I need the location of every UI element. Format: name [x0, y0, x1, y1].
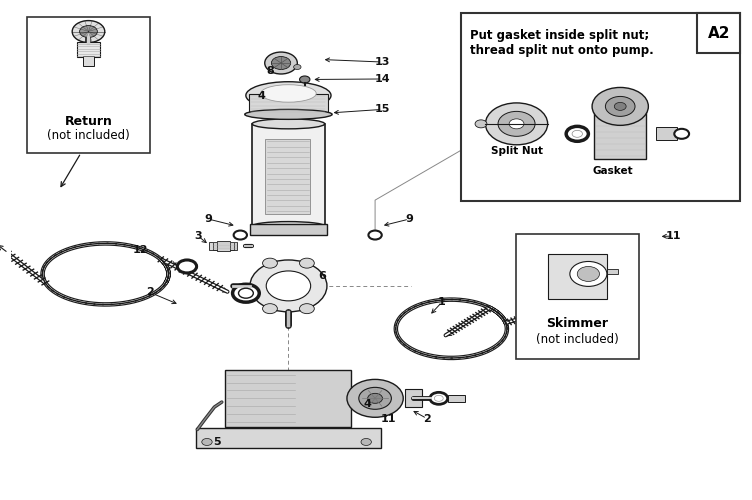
- Text: A2: A2: [708, 26, 730, 40]
- Bar: [249, 94, 328, 114]
- Text: 2: 2: [423, 414, 431, 424]
- Circle shape: [435, 396, 443, 402]
- Ellipse shape: [252, 222, 325, 230]
- Circle shape: [570, 262, 607, 286]
- Text: 11: 11: [381, 414, 396, 424]
- Circle shape: [347, 380, 403, 418]
- Circle shape: [238, 288, 253, 298]
- Bar: [516, 234, 638, 358]
- Circle shape: [368, 394, 383, 404]
- Bar: [547, 254, 607, 299]
- Circle shape: [509, 119, 524, 129]
- Circle shape: [578, 266, 599, 281]
- Text: 3: 3: [194, 231, 202, 241]
- Circle shape: [605, 96, 635, 116]
- Circle shape: [234, 230, 247, 239]
- Text: 6: 6: [318, 271, 326, 281]
- Text: 8: 8: [266, 66, 274, 76]
- Bar: [213, 242, 234, 250]
- Text: 5: 5: [213, 437, 220, 447]
- Circle shape: [265, 52, 297, 74]
- Circle shape: [368, 230, 382, 239]
- Circle shape: [299, 76, 310, 83]
- Text: Split Nut: Split Nut: [490, 146, 542, 156]
- Circle shape: [572, 130, 583, 138]
- Text: 9: 9: [205, 214, 212, 224]
- Text: Gasket: Gasket: [593, 166, 633, 176]
- Circle shape: [675, 129, 689, 139]
- Ellipse shape: [261, 84, 316, 102]
- Circle shape: [430, 392, 447, 404]
- Text: 4: 4: [257, 92, 265, 102]
- Text: Skimmer: Skimmer: [546, 318, 608, 330]
- Text: 2: 2: [146, 288, 154, 298]
- Text: 14: 14: [374, 74, 390, 84]
- Bar: [83, 56, 94, 66]
- Bar: [607, 269, 618, 274]
- Text: 12: 12: [132, 245, 148, 255]
- Circle shape: [250, 260, 327, 312]
- Bar: [594, 112, 646, 159]
- Circle shape: [266, 271, 311, 301]
- Circle shape: [293, 64, 301, 70]
- Circle shape: [299, 304, 314, 314]
- Bar: [217, 240, 230, 252]
- Circle shape: [299, 258, 314, 268]
- Circle shape: [202, 438, 212, 446]
- Circle shape: [614, 102, 626, 110]
- Circle shape: [232, 284, 259, 302]
- Bar: [265, 139, 311, 214]
- Circle shape: [592, 88, 648, 126]
- Ellipse shape: [246, 82, 331, 109]
- Bar: [461, 13, 740, 201]
- Bar: [27, 16, 150, 153]
- Circle shape: [566, 126, 588, 142]
- Circle shape: [361, 438, 371, 446]
- Bar: [448, 395, 465, 402]
- Text: (not included): (not included): [536, 334, 619, 346]
- Circle shape: [498, 112, 535, 136]
- Bar: [226, 370, 351, 427]
- Circle shape: [359, 388, 391, 409]
- Text: 9: 9: [405, 214, 413, 224]
- Circle shape: [486, 103, 547, 145]
- Bar: [196, 428, 381, 448]
- Bar: [250, 224, 327, 235]
- Circle shape: [475, 120, 487, 128]
- Circle shape: [177, 260, 196, 273]
- Circle shape: [262, 258, 277, 268]
- Text: 4: 4: [364, 398, 371, 408]
- Bar: [697, 13, 740, 53]
- Text: Return: Return: [65, 116, 112, 128]
- Text: thread split nut onto pump.: thread split nut onto pump.: [470, 44, 653, 57]
- Text: 15: 15: [374, 104, 390, 115]
- Ellipse shape: [252, 119, 325, 129]
- Bar: [656, 128, 677, 140]
- Text: 11: 11: [666, 231, 681, 241]
- Bar: [77, 42, 99, 58]
- Bar: [252, 124, 325, 226]
- Text: (not included): (not included): [47, 129, 130, 142]
- Circle shape: [80, 26, 97, 38]
- Text: 13: 13: [374, 57, 390, 67]
- Circle shape: [262, 304, 277, 314]
- Circle shape: [72, 20, 105, 42]
- Circle shape: [271, 56, 291, 70]
- Text: Put gasket inside split nut;: Put gasket inside split nut;: [470, 29, 649, 42]
- Bar: [405, 390, 422, 407]
- Bar: [209, 242, 238, 250]
- Ellipse shape: [244, 110, 332, 120]
- Text: 1: 1: [438, 298, 446, 308]
